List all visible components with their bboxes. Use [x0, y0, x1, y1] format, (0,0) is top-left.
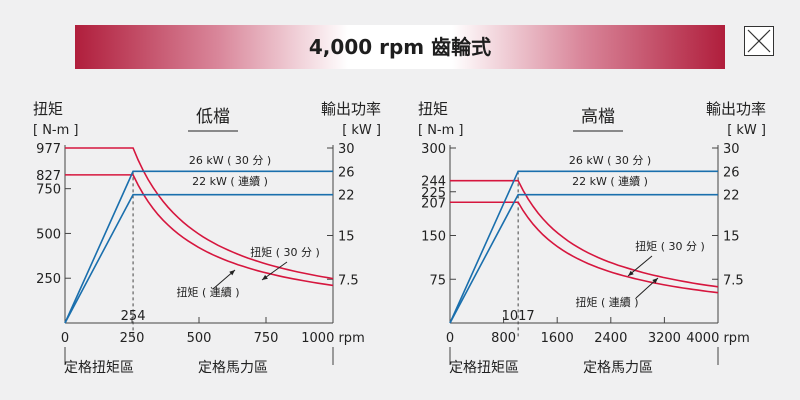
- torque-tick-label: 250: [36, 272, 61, 287]
- power-tick-label: 30: [338, 142, 355, 157]
- series-line-power: [449, 170, 718, 324]
- series-line-power: [64, 170, 333, 324]
- torque-axis-label: 扭矩: [418, 100, 448, 118]
- torque-30min-arrowhead: [262, 274, 268, 280]
- chart-title: 高檔: [581, 107, 615, 127]
- series-line-power: [449, 193, 718, 324]
- torque-tick-label: 750: [36, 183, 61, 198]
- power-tick-label: 15: [723, 230, 740, 245]
- torque-30min-label: 扭矩 ( 30 分 ): [635, 239, 705, 253]
- torque-tick-label: 827: [36, 169, 61, 184]
- torque-tick-label: 500: [36, 227, 61, 242]
- power-unit-label: [ kW ]: [342, 123, 381, 138]
- torque-tick-label: 300: [421, 142, 446, 157]
- power-tick-label: 26: [338, 165, 355, 180]
- torque-continuous-label: 扭矩 ( 連續 ): [176, 285, 239, 299]
- power-unit-label: [ kW ]: [727, 123, 766, 138]
- series-line-torque: [65, 147, 334, 280]
- chart-low-gear: 扭矩[ N-m ]輸出功率[ kW ]低檔9778277505002503026…: [33, 100, 381, 376]
- torque-tick-label: 225: [421, 186, 446, 201]
- x-tick-label: 4000 rpm: [686, 331, 749, 346]
- torque-tick-label: 75: [429, 273, 446, 288]
- region-constant-torque-label: 定格扭矩區: [64, 360, 134, 376]
- torque-tick-label: 150: [421, 230, 446, 245]
- power-tick-label: 22: [723, 189, 740, 204]
- torque-unit-label: [ N-m ]: [33, 123, 79, 138]
- torque-tick-label: 207: [421, 196, 446, 211]
- x-tick-label: 500: [187, 331, 212, 346]
- power-tick-label: 26: [723, 165, 740, 180]
- base-speed-label: 254: [121, 309, 146, 324]
- chart-high-gear: 扭矩[ N-m ]輸出功率[ kW ]高檔3002442252071507530…: [418, 100, 766, 376]
- x-tick-label: 3200: [648, 331, 681, 346]
- power-axis-label: 輸出功率: [706, 100, 766, 118]
- region-constant-power-label: 定格馬力區: [198, 360, 268, 376]
- power-tick-label: 22: [338, 189, 355, 204]
- close-icon[interactable]: [744, 26, 774, 56]
- title-banner: 4,000 rpm 齒輪式: [75, 25, 725, 69]
- torque-30min-label: 扭矩 ( 30 分 ): [250, 245, 320, 259]
- region-constant-torque-label: 定格扭矩區: [449, 360, 519, 376]
- power-30min-label: 26 kW ( 30 分 ): [189, 154, 271, 167]
- x-tick-label: 750: [254, 331, 279, 346]
- page-title: 4,000 rpm 齒輪式: [308, 35, 492, 59]
- power-tick-label: 15: [338, 230, 355, 245]
- power-tick-label: 7.5: [723, 273, 744, 288]
- region-constant-power-label: 定格馬力區: [583, 360, 653, 376]
- power-tick-label: 30: [723, 142, 740, 157]
- x-tick-label: 1000 rpm: [301, 331, 364, 346]
- power-continuous-label: 22 kW ( 連續 ): [192, 174, 268, 188]
- power-axis-label: 輸出功率: [321, 100, 381, 118]
- torque-tick-label: 977: [36, 142, 61, 157]
- x-tick-label: 0: [446, 331, 454, 346]
- series-line-torque: [450, 201, 719, 294]
- power-tick-label: 7.5: [338, 273, 359, 288]
- power-30min-label: 26 kW ( 30 分 ): [569, 154, 651, 167]
- x-tick-label: 0: [61, 331, 69, 346]
- torque-continuous-label: 扭矩 ( 連續 ): [575, 295, 638, 309]
- torque-30min-arrowhead: [628, 270, 634, 276]
- series-line-power: [64, 193, 333, 324]
- x-tick-label: 250: [120, 331, 145, 346]
- series-line-torque: [65, 174, 334, 287]
- torque-continuous-arrowhead: [229, 270, 235, 276]
- x-tick-label: 800: [491, 331, 516, 346]
- base-speed-label: 1017: [502, 309, 535, 324]
- x-tick-label: 2400: [594, 331, 627, 346]
- torque-axis-label: 扭矩: [33, 100, 63, 118]
- torque-unit-label: [ N-m ]: [418, 123, 464, 138]
- torque-tick-label: 244: [421, 175, 446, 190]
- series-line-torque: [450, 179, 719, 288]
- chart-title: 低檔: [196, 107, 230, 127]
- x-tick-label: 1600: [541, 331, 574, 346]
- torque-continuous-arrowhead: [652, 278, 658, 284]
- power-continuous-label: 22 kW ( 連續 ): [572, 174, 648, 188]
